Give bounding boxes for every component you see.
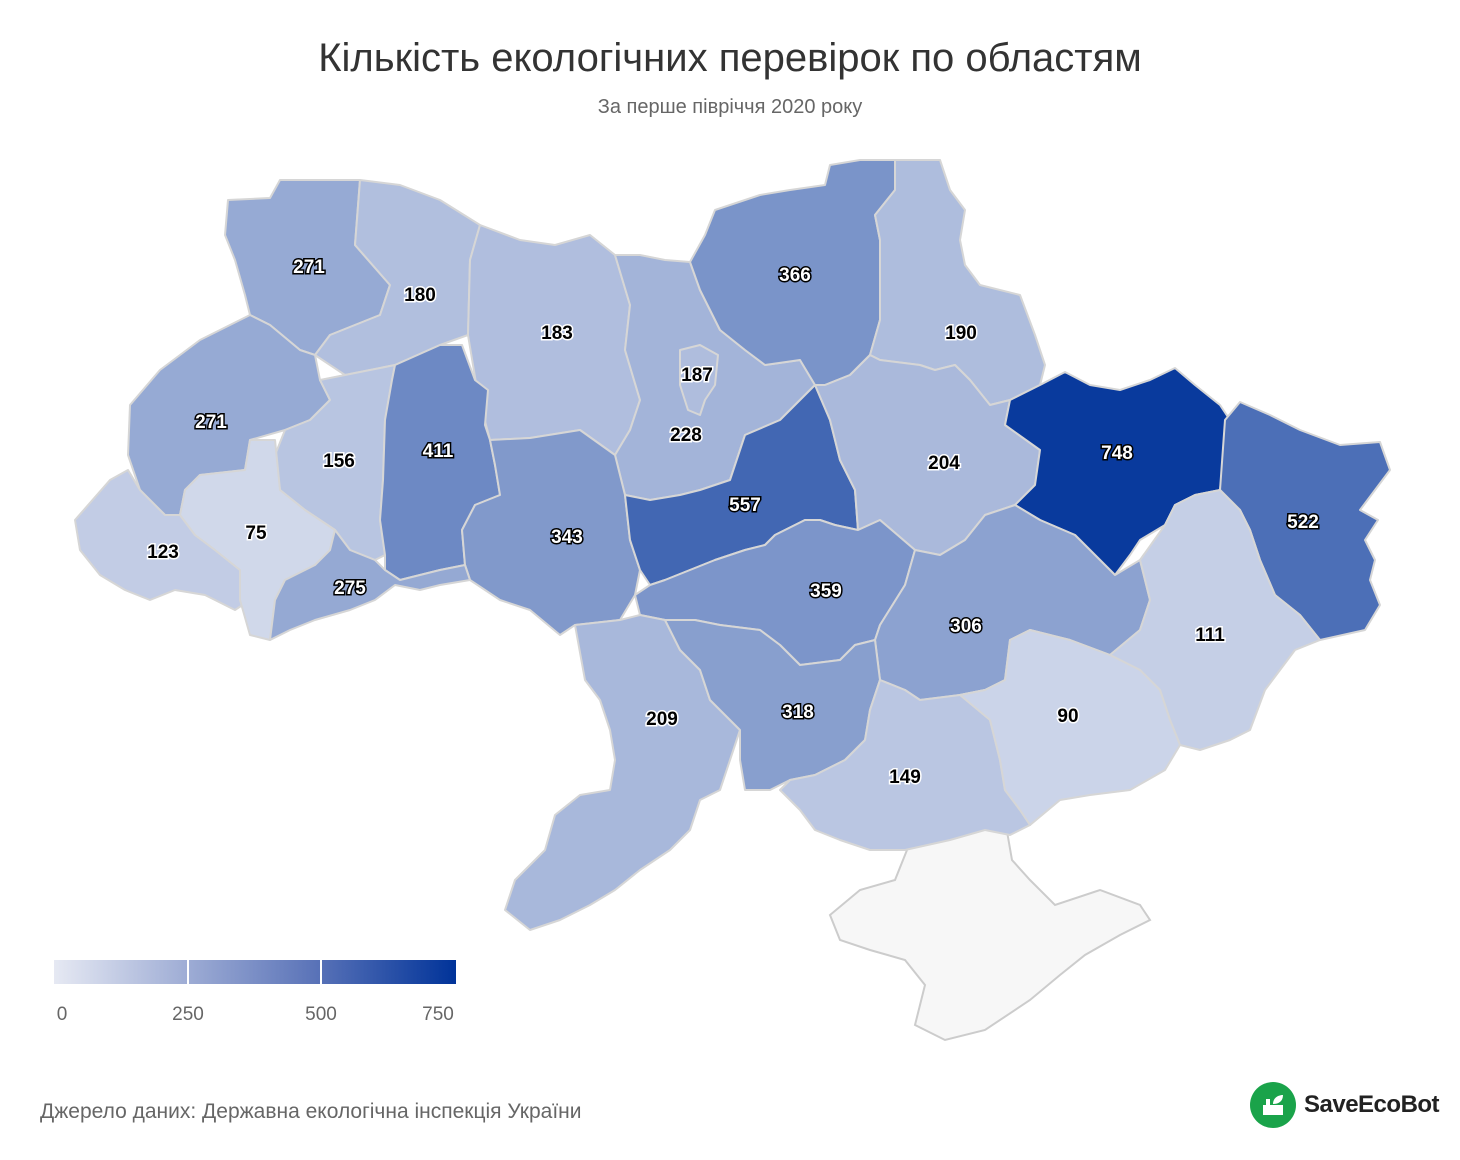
region-chernivtsi[interactable] — [269, 529, 471, 641]
region-value-label-kyiv-oblast: 228 — [670, 425, 702, 446]
region-value-label-chernivtsi: 275 — [334, 578, 366, 599]
region-value-label-kyiv-city: 187 — [681, 365, 713, 386]
legend-label-500: 500 — [305, 1004, 337, 1025]
region-value-label-luhansk: 522 — [1287, 512, 1319, 533]
region-value-label-vinnytsia: 343 — [551, 527, 583, 548]
region-vinnytsia[interactable] — [461, 429, 641, 636]
region-value-label-khmelnytskyi: 411 — [423, 441, 454, 462]
region-value-label-ternopil: 156 — [323, 451, 355, 472]
region-value-label-sumy: 190 — [945, 323, 977, 344]
region-labels: 271 180 183 228 187 366 190 271 156 411 343 557 204 7… — [146, 256, 1321, 790]
region-crimea — [828, 818, 1152, 1042]
saveecobot-logo[interactable]: SaveEcoBot — [1250, 1081, 1440, 1129]
region-value-label-rivne: 180 — [404, 285, 436, 306]
saveecobot-logo-text: SaveEcoBot — [1304, 1091, 1440, 1118]
region-value-label-dnipropetrovsk: 306 — [950, 616, 982, 637]
legend-tick-250 — [187, 960, 189, 984]
legend-gradient-bar — [54, 960, 456, 984]
color-legend: 0 250 500 750 — [54, 960, 456, 1025]
region-value-label-kherson: 149 — [889, 767, 921, 788]
region-value-label-zhytomyr: 183 — [541, 323, 573, 344]
region-kyiv-city[interactable] — [679, 344, 719, 416]
region-value-label-chernihiv: 366 — [779, 265, 811, 286]
region-value-label-kharkiv: 748 — [1101, 443, 1133, 464]
region-value-label-kirovohrad: 359 — [810, 581, 842, 602]
saveecobot-logo-icon — [1250, 1082, 1296, 1128]
chart-subtitle: За перше півріччя 2020 року — [597, 96, 863, 118]
region-value-label-zaporizhzhia: 90 — [1057, 706, 1078, 727]
region-value-label-mykolaiv: 318 — [782, 702, 814, 723]
region-value-label-volyn: 271 — [293, 257, 325, 278]
legend-label-750: 750 — [422, 1004, 454, 1025]
legend-tick-500 — [320, 960, 322, 984]
region-value-label-donetsk: 111 — [1195, 625, 1225, 646]
region-zaporizhzhia[interactable] — [959, 629, 1181, 826]
data-source-note: Джерело даних: Державна екологічна інспе… — [40, 1100, 582, 1123]
region-value-label-lviv: 271 — [195, 412, 227, 433]
region-value-label-odesa: 209 — [646, 709, 678, 730]
legend-label-250: 250 — [172, 1004, 204, 1025]
region-value-label-poltava: 204 — [928, 453, 960, 474]
region-value-label-ivano-frankivsk: 75 — [245, 523, 267, 544]
chart-title: Кількість екологічних перевірок по облас… — [318, 36, 1142, 80]
legend-label-0: 0 — [56, 1004, 68, 1025]
region-value-label-zakarpattia: 123 — [147, 542, 179, 563]
region-value-label-cherkasy: 557 — [729, 495, 761, 516]
